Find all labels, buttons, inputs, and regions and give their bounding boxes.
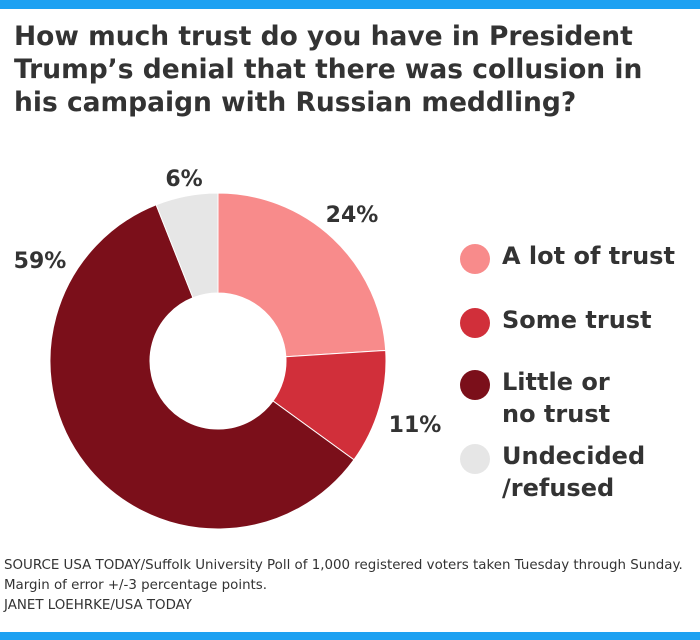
- credit-line: JANET LOEHRKE/USA TODAY: [4, 598, 192, 613]
- legend-label: Little or no trust: [502, 368, 611, 428]
- top-accent-bar: [0, 0, 700, 9]
- legend-item-little-or-no-trust: Little or no trust: [460, 366, 692, 430]
- legend-swatch: [460, 444, 490, 474]
- slice-undecided: [155, 192, 219, 299]
- chart-footer: SOURCE USA TODAY/Suffolk University Poll…: [4, 556, 694, 616]
- data-label-undecided: 6%: [165, 167, 202, 192]
- legend-swatch: [460, 244, 490, 274]
- bottom-accent-bar: [0, 632, 700, 640]
- source-note: SOURCE USA TODAY/Suffolk University Poll…: [4, 558, 683, 593]
- legend-label: Undecided/refused: [502, 442, 646, 502]
- slice-little-or-no-trust: [49, 204, 355, 530]
- legend-label: Some trust: [502, 306, 652, 334]
- legend-swatch: [460, 370, 490, 400]
- legend-swatch: [460, 308, 490, 338]
- legend-item-some-trust: Some trust: [460, 304, 692, 338]
- data-label-a-lot-of-trust: 24%: [326, 203, 379, 228]
- data-label-little-or-no-trust: 59%: [14, 249, 67, 274]
- legend-item-undecided: Undecided/refused: [460, 440, 692, 504]
- legend-item-a-lot-of-trust: A lot of trust: [460, 240, 692, 274]
- chart-title: How much trust do you have in President …: [14, 21, 643, 118]
- slice-a-lot-of-trust: [217, 192, 387, 358]
- donut-chart: 24% 11% 59% 6%: [14, 167, 442, 530]
- legend-label: A lot of trust: [502, 242, 675, 270]
- data-label-some-trust: 11%: [389, 413, 442, 438]
